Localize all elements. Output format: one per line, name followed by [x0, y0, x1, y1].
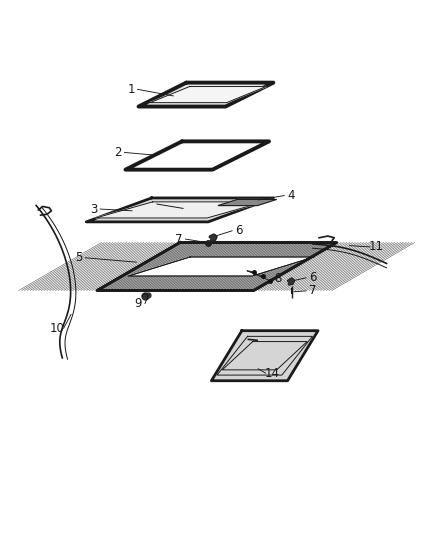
Text: 3: 3	[90, 203, 97, 215]
Text: 8: 8	[274, 272, 282, 285]
Text: 6: 6	[235, 224, 242, 237]
Polygon shape	[128, 257, 314, 276]
Text: 2: 2	[114, 146, 122, 159]
Polygon shape	[125, 141, 269, 169]
Polygon shape	[150, 86, 266, 103]
Polygon shape	[210, 235, 216, 240]
Text: 7: 7	[309, 285, 316, 297]
Polygon shape	[128, 257, 314, 276]
Polygon shape	[138, 83, 273, 107]
Text: 9: 9	[135, 297, 142, 310]
Text: 10: 10	[49, 322, 64, 335]
Text: 5: 5	[75, 251, 82, 264]
Polygon shape	[97, 243, 336, 290]
Text: 1: 1	[127, 83, 135, 96]
Polygon shape	[95, 202, 264, 218]
Text: 11: 11	[369, 240, 384, 253]
Text: 4: 4	[287, 189, 295, 202]
Polygon shape	[288, 279, 294, 284]
Text: 14: 14	[265, 367, 279, 379]
Polygon shape	[218, 199, 276, 206]
Text: 7: 7	[175, 232, 183, 246]
Polygon shape	[86, 198, 273, 222]
Text: 6: 6	[309, 271, 316, 284]
Polygon shape	[212, 330, 318, 381]
